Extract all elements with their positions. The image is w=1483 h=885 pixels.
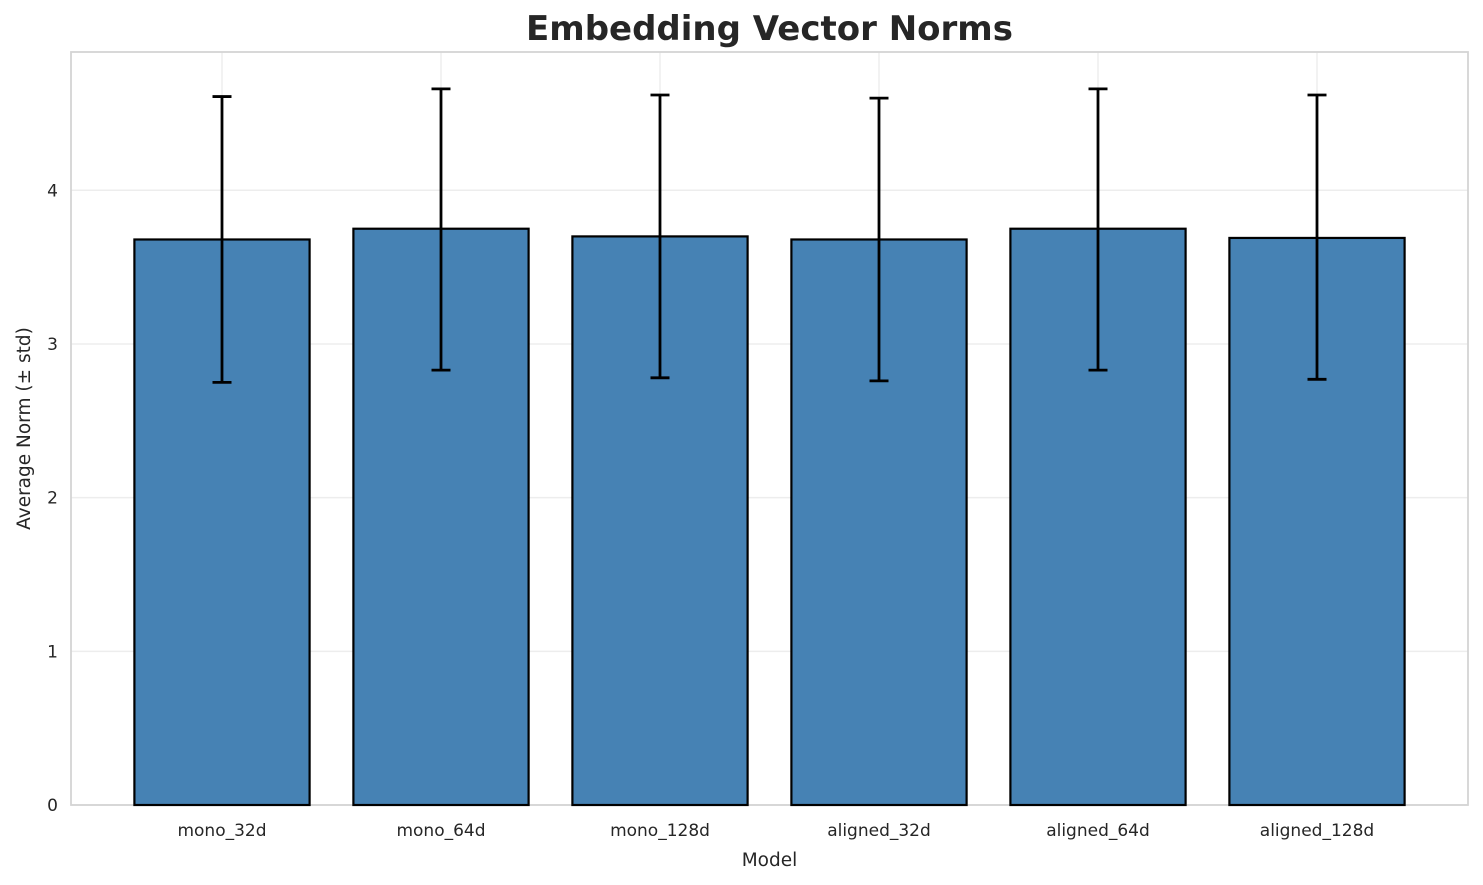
y-tick-labels: 0 1 2 3 4 xyxy=(47,181,58,816)
x-axis-label: Model xyxy=(742,850,798,871)
x-tick-label: aligned_128d xyxy=(1260,821,1374,841)
x-tick-label: mono_32d xyxy=(177,821,266,841)
bars xyxy=(133,227,1406,807)
y-tick-label: 2 xyxy=(47,489,58,509)
plot-border xyxy=(70,51,1469,806)
y-tick-label: 4 xyxy=(47,181,58,201)
y-tick-label: 3 xyxy=(47,335,58,355)
y-axis-label: Average Norm (± std) xyxy=(14,327,35,530)
x-tick-label: aligned_32d xyxy=(827,821,931,841)
y-tick-label: 0 xyxy=(47,796,58,816)
x-tick-labels: mono_32d mono_64d mono_128d aligned_32d alig… xyxy=(177,821,1374,841)
x-tick-label: aligned_64d xyxy=(1046,821,1150,841)
x-tick-label: mono_128d xyxy=(610,821,710,841)
y-tick-label: 1 xyxy=(47,642,58,662)
error-bars xyxy=(212,87,1327,384)
x-tick-label: mono_64d xyxy=(396,821,485,841)
chart-title: Embedding Vector Norms xyxy=(526,9,1013,49)
